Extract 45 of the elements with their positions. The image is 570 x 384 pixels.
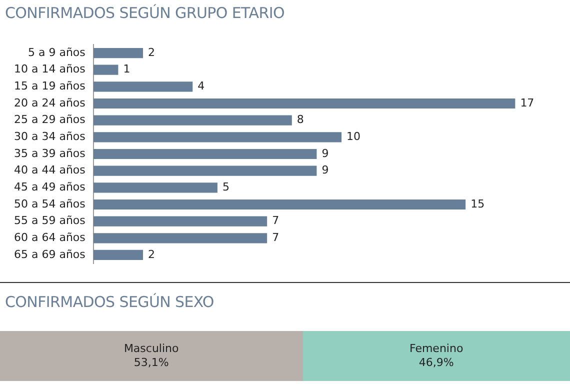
series-label: Femenino (409, 342, 464, 355)
data-label: 46,9% (418, 356, 454, 369)
data-label: 53,1% (134, 356, 169, 369)
bar (93, 82, 193, 92)
chart-title: CONFIRMADOS SEGÚN SEXO (4, 292, 215, 313)
data-label: 2 (148, 248, 156, 261)
bar (93, 115, 292, 126)
series-label: Masculino (124, 342, 179, 355)
bar (93, 216, 268, 226)
bar (93, 148, 317, 160)
data-label: 17 (520, 96, 534, 110)
bar (93, 98, 516, 109)
y-tick-label: 65 a 69 años (14, 248, 86, 261)
bar (93, 48, 144, 58)
y-tick-label: 35 a 39 años (14, 146, 86, 160)
data-label: 8 (296, 113, 304, 126)
data-label: 5 (222, 180, 230, 194)
y-tick-label: 25 a 29 años (14, 113, 86, 126)
data-label: 2 (148, 46, 156, 59)
bar (93, 199, 466, 210)
bar (93, 250, 144, 260)
y-tick-label: 55 a 59 años (14, 214, 86, 228)
y-tick-label: 50 a 54 años (14, 197, 86, 210)
chart-title: CONFIRMADOS SEGÚN GRUPO ETARIO (4, 3, 286, 24)
data-label: 7 (272, 231, 280, 244)
data-label: 9 (322, 146, 329, 160)
y-tick-label: 15 a 19 años (14, 80, 86, 93)
bar (93, 233, 268, 244)
y-tick-label: 40 a 44 años (14, 164, 86, 177)
y-tick-label: 30 a 34 años (14, 130, 86, 144)
data-label: 1 (123, 62, 130, 76)
data-label: 4 (198, 80, 205, 93)
data-label: 7 (272, 214, 280, 228)
y-tick-label: 60 a 64 años (14, 231, 86, 244)
data-label: 10 (346, 130, 361, 144)
bar (93, 166, 317, 176)
y-tick-label: 20 a 24 años (14, 96, 86, 110)
data-label: 9 (322, 164, 329, 177)
y-tick-label: 45 a 49 años (14, 180, 86, 194)
bar (93, 182, 218, 193)
y-tick-label: 10 a 14 años (14, 62, 86, 76)
bar (93, 64, 118, 75)
data-label: 15 (470, 197, 485, 210)
bar (93, 132, 342, 142)
y-tick-label: 5 a 9 años (28, 46, 86, 59)
